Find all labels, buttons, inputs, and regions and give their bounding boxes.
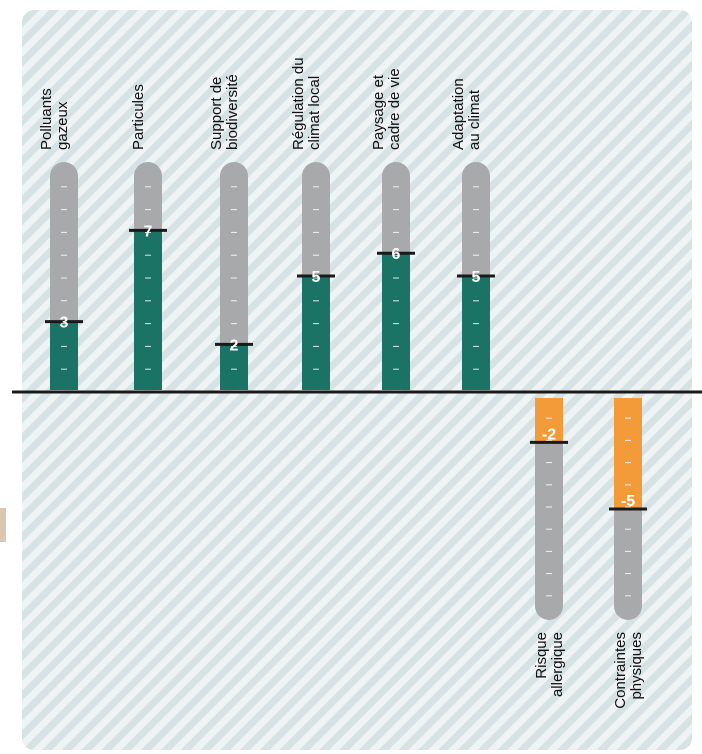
category-label-gazeux-1: Polluants: [38, 88, 55, 150]
category-label-allergique-2: allergique: [549, 632, 566, 697]
category-label-gazeux-2: gazeux: [54, 101, 71, 150]
bar-allergique: [535, 398, 563, 443]
bar-group-climat-local: 5 Régulation du climat local: [290, 57, 335, 390]
category-label-paysage-1: Paysage et: [370, 74, 387, 150]
bar-group-biodiversite: 2 Support de biodiversité: [208, 74, 253, 390]
category-label-biodiversite-1: Support de: [208, 77, 225, 150]
bar-particules: [134, 230, 162, 390]
bar-adaptation: [462, 276, 490, 390]
value-label-particules: 7: [144, 223, 153, 240]
bars-layer: 3 Polluants gazeux 7 Particules 2 Support de bi…: [38, 57, 647, 709]
bar-group-allergique: -2 Risque allergique: [530, 398, 568, 697]
category-label-paysage-2: cadre de vie: [386, 68, 403, 150]
bar-group-particules: 7 Particules: [129, 84, 167, 390]
bar-biodiversite: [220, 344, 248, 390]
bar-group-paysage: 6 Paysage et cadre de vie: [370, 68, 415, 390]
bar-group-gazeux: 3 Polluants gazeux: [38, 88, 83, 390]
bar-track-allergique: [535, 398, 563, 620]
category-label-climat-local-2: climat local: [306, 76, 323, 150]
value-label-gazeux: 3: [60, 315, 69, 332]
bar-group-adaptation: 5 Adaptation au climat: [450, 78, 495, 390]
value-label-adaptation: 5: [472, 269, 481, 286]
value-label-paysage: 6: [392, 246, 401, 263]
category-label-physiques-2: physiques: [628, 632, 645, 700]
chart-background: [22, 10, 692, 750]
bar-track-biodiversite: [220, 162, 248, 390]
category-label-adaptation-1: Adaptation: [450, 78, 467, 150]
category-label-physiques-1: Contraintes: [612, 632, 629, 709]
bar-group-physiques: -5 Contraintes physiques: [609, 398, 647, 709]
category-label-allergique-1: Risque: [533, 632, 550, 679]
value-label-allergique: -2: [542, 426, 556, 443]
bar-gazeux: [50, 321, 78, 390]
category-label-adaptation-2: au climat: [466, 89, 483, 150]
category-label-climat-local-1: Régulation du: [290, 57, 307, 150]
left-tab: [0, 508, 6, 542]
bar-physiques: [614, 398, 642, 509]
bar-climat-local: [302, 276, 330, 390]
value-label-biodiversite: 2: [230, 337, 239, 354]
bar-paysage: [382, 253, 410, 390]
value-label-physiques: -5: [621, 493, 635, 510]
category-label-particules-1: Particules: [130, 84, 147, 150]
category-label-biodiversite-2: biodiversité: [224, 74, 241, 150]
value-label-climat-local: 5: [312, 269, 321, 286]
